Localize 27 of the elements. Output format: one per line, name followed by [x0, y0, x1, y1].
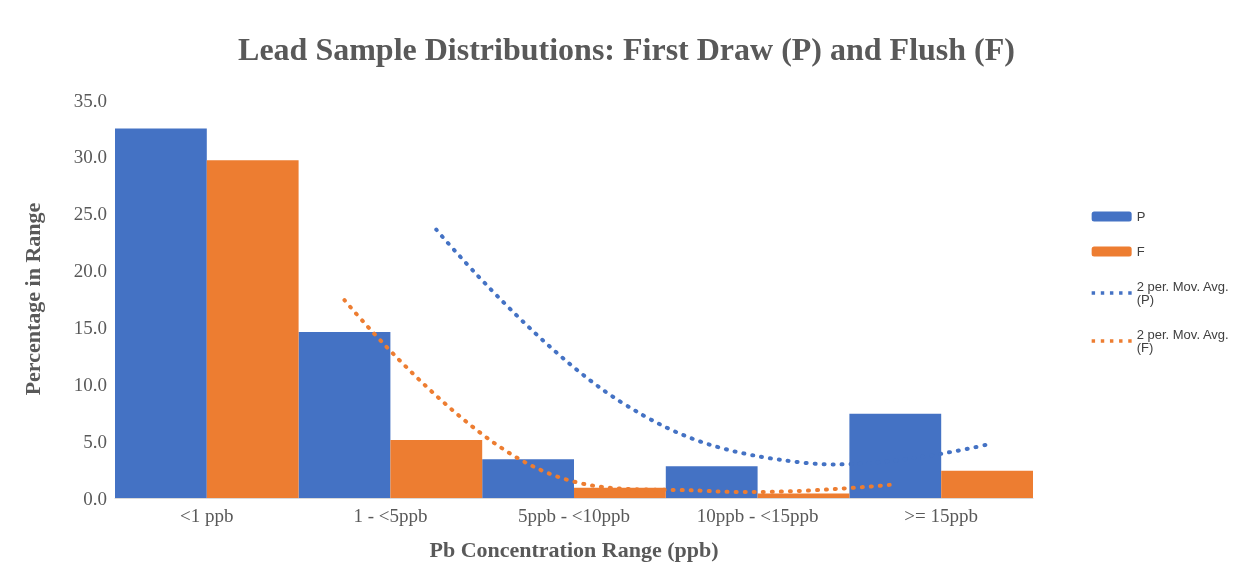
y-tick-label: 0.0: [83, 487, 107, 509]
bar: [115, 128, 207, 498]
x-tick-label: <1 ppb: [180, 505, 234, 526]
x-tick-label: >= 15ppb: [904, 505, 979, 526]
y-tick-label: 5.0: [83, 430, 107, 452]
y-tick-label: 35.0: [73, 89, 107, 111]
x-axis-title: Pb Concentration Range (ppb): [429, 536, 719, 562]
y-axis-title: Percentage in Range: [19, 202, 45, 396]
chart-title: Lead Sample Distributions: First Draw (P) and Flush (F): [238, 31, 1015, 67]
legend-label: 2 per. Mov. Avg. (F): [1136, 327, 1233, 355]
bar: [941, 470, 1033, 498]
x-tick-label: 1 - <5ppb: [353, 505, 428, 526]
y-tick-label: 20.0: [73, 260, 107, 282]
y-tick-label: 10.0: [73, 373, 107, 395]
bar: [482, 459, 574, 498]
bar: [665, 466, 758, 498]
y-tick-label: 30.0: [73, 146, 107, 168]
y-tick-label: 15.0: [73, 316, 107, 338]
x-tick-label: 5ppb - <10ppb: [517, 505, 631, 526]
x-tick-label: 10ppb - <15ppb: [696, 505, 819, 526]
legend-label: 2 per. Mov. Avg. (P): [1136, 279, 1233, 307]
bar: [206, 160, 299, 498]
bar: [390, 440, 483, 498]
bar: [298, 331, 391, 498]
y-tick-label: 25.0: [73, 203, 107, 225]
legend-label: F: [1136, 244, 1145, 259]
legend-label: P: [1136, 209, 1146, 224]
